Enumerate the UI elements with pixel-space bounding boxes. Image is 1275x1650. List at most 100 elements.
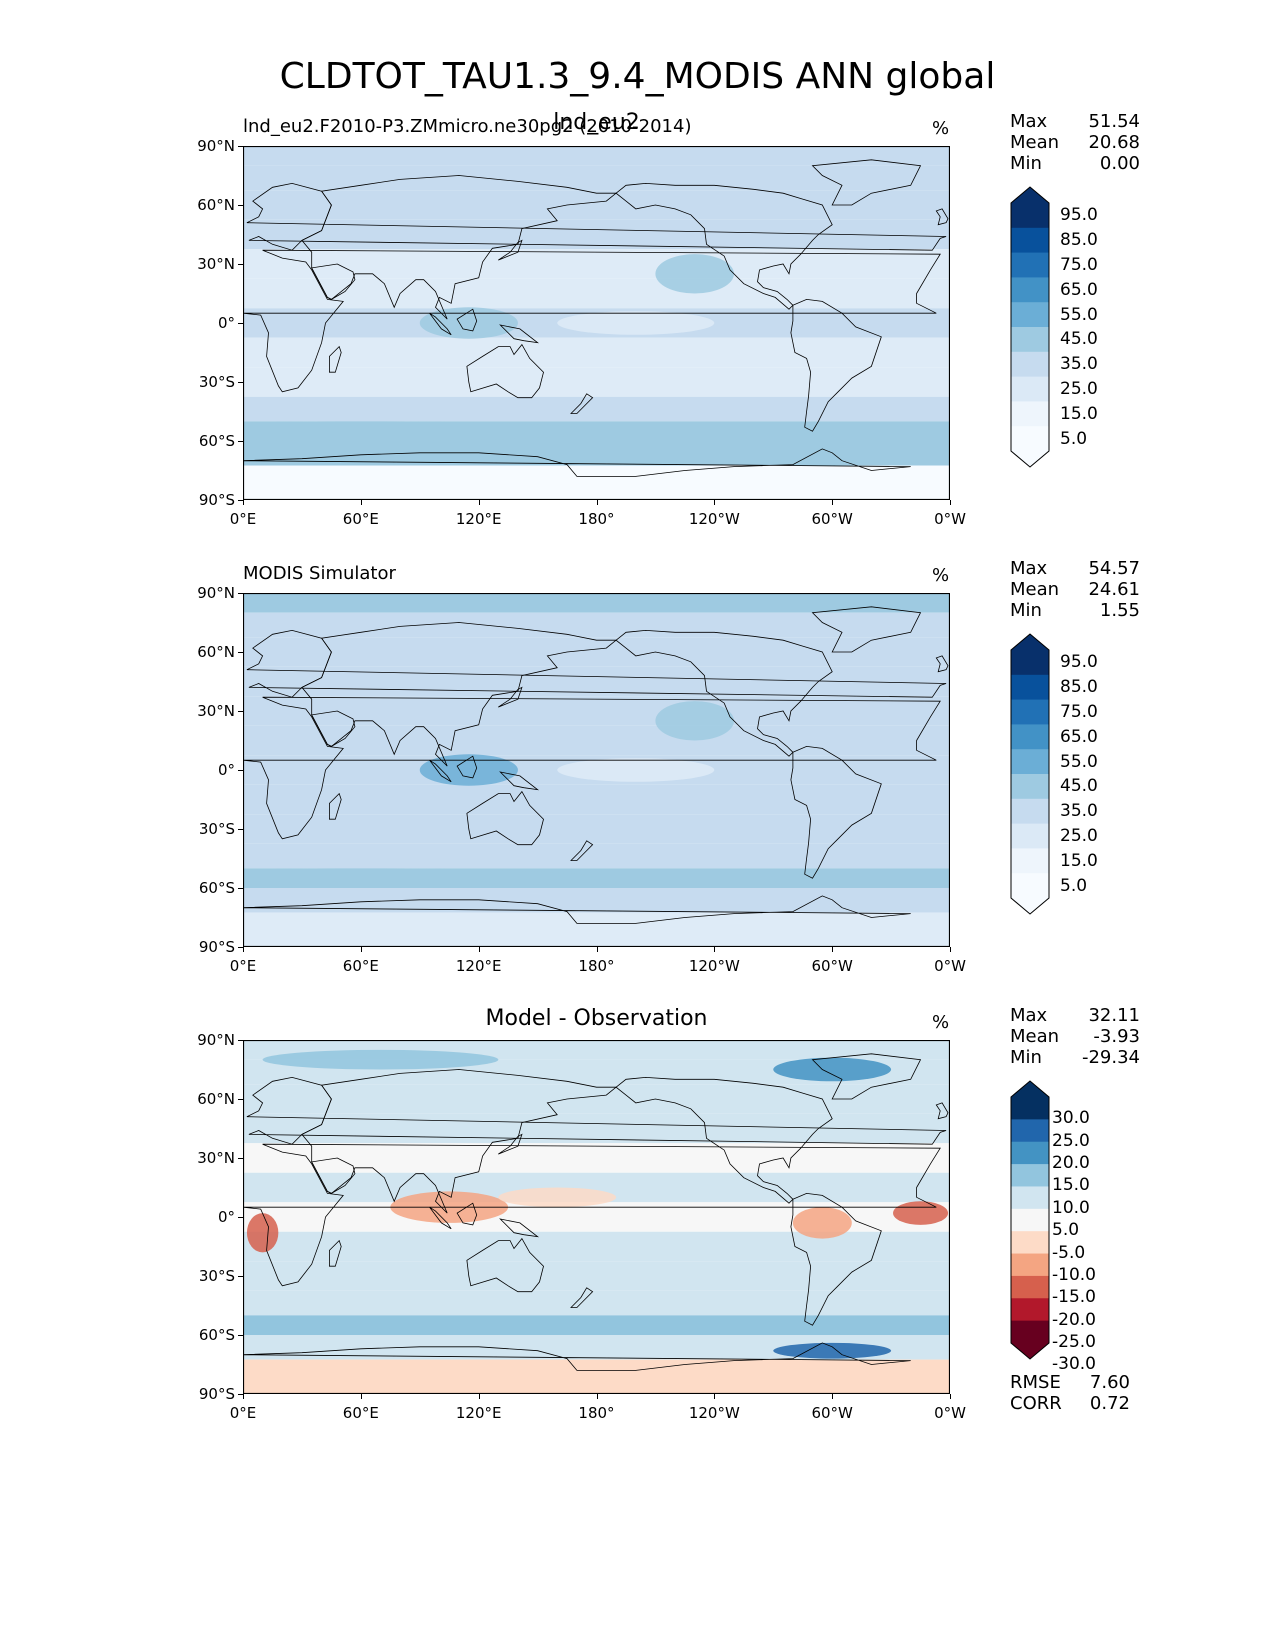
- lat-tick-label: 0°: [217, 314, 235, 332]
- coastline-europe: [246, 182, 947, 251]
- map-plot: [243, 1040, 950, 1394]
- coastline-new-zealand: [570, 840, 594, 861]
- map-frame: [243, 146, 950, 500]
- stat-label: Min: [1010, 600, 1042, 621]
- lat-tick-label: 60°N: [197, 1090, 235, 1108]
- field-patch: [498, 1187, 617, 1208]
- colorbar: [1010, 186, 1050, 468]
- stat-label: Max: [1010, 558, 1048, 579]
- colorbar-tick-label: 10.0: [1052, 1197, 1090, 1218]
- stat-value: 54.57: [1088, 558, 1140, 579]
- colorbar-segment: [1011, 1298, 1049, 1322]
- lon-tick-label: 0°E: [229, 1404, 257, 1422]
- coastline-new-zealand: [570, 1287, 594, 1308]
- colorbar-segment: [1011, 227, 1049, 254]
- coastline-europe: [246, 1076, 947, 1145]
- stat-rmse: RMSE 7.60: [1010, 1372, 1130, 1394]
- field-patch: [655, 701, 734, 741]
- colorbar-tick-label: -30.0: [1052, 1354, 1096, 1375]
- lat-tick-label: 90°N: [197, 1031, 235, 1049]
- lat-tick-mark: [238, 770, 243, 771]
- coastline-greenland: [811, 159, 922, 206]
- zonal-band: [243, 843, 950, 869]
- lon-tick-label: 60°E: [342, 957, 379, 975]
- colorbar-segment: [1011, 252, 1049, 278]
- map-frame: [243, 593, 950, 947]
- field-patch: [893, 1201, 949, 1225]
- stat-label: Mean: [1010, 1026, 1060, 1047]
- coastline-sumatra: [429, 312, 452, 336]
- colorbar: [1010, 633, 1050, 915]
- colorbar-tick-label: 95.0: [1060, 652, 1098, 673]
- lon-tick-mark: [360, 1394, 362, 1399]
- colorbar-tick-label: 5.0: [1060, 875, 1088, 896]
- lat-tick-mark: [238, 500, 243, 501]
- lon-tick-label: 180°: [578, 957, 615, 975]
- zonal-band: [243, 1315, 950, 1335]
- lat-tick-mark: [238, 323, 243, 324]
- stat-value: 1.55: [1099, 600, 1140, 621]
- lat-tick-mark: [238, 947, 243, 948]
- lon-tick-mark: [950, 500, 951, 505]
- lat-tick-label: 30°S: [198, 820, 235, 838]
- colorbar-segment: [1011, 823, 1049, 849]
- stat-value: -29.34: [1081, 1047, 1140, 1068]
- lat-tick-label: 30°S: [198, 373, 235, 391]
- stat-label: Min: [1010, 1047, 1042, 1068]
- coastline-south-america: [790, 298, 882, 432]
- field-patch: [655, 254, 734, 294]
- coastline-antarctica: [243, 895, 911, 947]
- colorbar-tick-label: 75.0: [1060, 255, 1098, 275]
- colorbar-segment: [1011, 203, 1049, 229]
- stat-max: Max 54.57: [1010, 558, 1140, 580]
- lat-tick-mark: [238, 441, 243, 442]
- colorbar-extend-min: [1011, 1343, 1049, 1359]
- lat-tick-label: 90°N: [197, 137, 235, 155]
- colorbar-segment: [1011, 376, 1049, 402]
- colorbar-segment: [1011, 426, 1049, 452]
- colorbar-tick-label: 35.0: [1060, 801, 1098, 822]
- coastline-greenland: [811, 606, 922, 653]
- colorbar-segment: [1011, 774, 1049, 800]
- colorbar-segment: [1011, 848, 1049, 874]
- colorbar: [1010, 1080, 1050, 1360]
- colorbar-tick-label: -25.0: [1052, 1332, 1096, 1352]
- lat-tick-label: 60°S: [198, 432, 235, 450]
- stat-label: Max: [1010, 1005, 1048, 1026]
- zonal-band: [243, 1290, 950, 1316]
- field-patch: [557, 758, 715, 782]
- colorbar-tick-label: 5.0: [1052, 1220, 1080, 1241]
- colorbar-tick-label: 20.0: [1052, 1153, 1090, 1174]
- lat-tick-mark: [238, 1217, 243, 1218]
- colorbar-tick-label: -5.0: [1052, 1242, 1086, 1263]
- field-patch: [773, 1057, 892, 1082]
- colorbar-tick-label: -15.0: [1052, 1287, 1096, 1308]
- colorbar-segment: [1011, 1186, 1049, 1210]
- colorbar-segment: [1011, 401, 1049, 427]
- lat-tick-mark: [238, 1335, 243, 1336]
- stat-mean: Mean 24.61: [1010, 579, 1140, 601]
- lat-tick-mark: [238, 382, 243, 383]
- zonal-band: [243, 337, 950, 368]
- stat-value: -3.93: [1093, 1026, 1140, 1047]
- coastline-arabia: [311, 710, 356, 747]
- lon-tick-mark: [478, 500, 480, 505]
- lat-tick-label: 60°N: [197, 643, 235, 661]
- colorbar-segment: [1011, 724, 1049, 750]
- colorbar-tick-label: 45.0: [1060, 776, 1098, 797]
- colorbar-segment: [1011, 873, 1049, 899]
- lon-tick-label: 60°E: [342, 510, 379, 528]
- colorbar-extend-max: [1011, 187, 1049, 203]
- stat-max: Max 32.11: [1010, 1005, 1140, 1027]
- lon-tick-mark: [596, 500, 598, 505]
- stat-value: 24.61: [1088, 579, 1140, 600]
- colorbar-tick-label: 5.0: [1060, 428, 1088, 449]
- map-plot: [243, 146, 950, 500]
- lat-tick-label: 30°N: [197, 702, 235, 720]
- stat-value: 0.00: [1099, 153, 1140, 174]
- coastline-japan: [498, 239, 523, 261]
- lon-tick-mark: [950, 1394, 951, 1399]
- field-patch: [557, 311, 715, 335]
- coastline-madagascar: [329, 792, 342, 820]
- stat-value: 0.72: [1089, 1393, 1130, 1414]
